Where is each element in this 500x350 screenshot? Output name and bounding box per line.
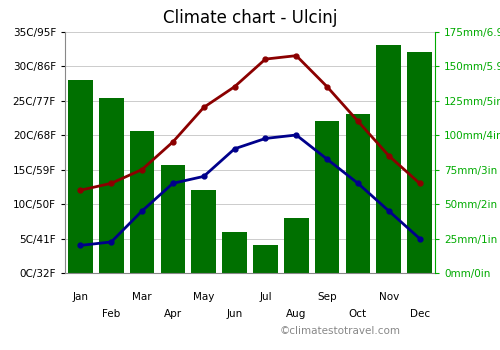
Max [386,154,392,158]
Max [416,181,422,186]
Max [170,140,176,144]
Text: ©climatestotravel.com: ©climatestotravel.com [280,326,401,336]
Min [78,243,84,247]
Min [416,236,422,240]
Max [262,57,268,61]
Min [232,147,237,151]
Text: Feb: Feb [102,309,120,319]
Text: Aug: Aug [286,309,306,319]
Bar [130,131,154,273]
Max [324,85,330,89]
Min [139,209,145,213]
Max [355,119,361,123]
Min [386,209,392,213]
Min [108,240,114,244]
Text: Jul: Jul [259,293,272,302]
Bar [99,98,124,273]
Text: Nov: Nov [378,293,399,302]
Text: Apr: Apr [164,309,182,319]
Min [355,181,361,186]
Max [293,54,299,58]
Text: Dec: Dec [410,309,430,319]
Min [170,181,176,186]
Max [108,181,114,186]
Bar [68,80,93,273]
Bar [284,218,308,273]
Bar [407,52,432,273]
Bar [346,114,370,273]
Text: Oct: Oct [349,309,367,319]
Bar [222,232,247,273]
Min [324,157,330,161]
Text: May: May [193,293,214,302]
Bar [376,45,401,273]
Max [232,85,237,89]
Max [201,105,207,110]
Bar [160,165,186,273]
Max [139,167,145,172]
Title: Climate chart - Ulcinj: Climate chart - Ulcinj [163,9,337,27]
Line: Max: Max [78,53,422,192]
Bar [192,190,216,273]
Text: Mar: Mar [132,293,152,302]
Bar [315,121,340,273]
Min [293,133,299,137]
Max [78,188,84,192]
Min [201,174,207,179]
Legend: Prec, Min, Max: Prec, Min, Max [67,346,248,350]
Text: Sep: Sep [318,293,337,302]
Text: Jun: Jun [226,309,242,319]
Min [262,136,268,141]
Line: Min: Min [78,133,422,248]
Bar [253,245,278,273]
Text: Jan: Jan [72,293,88,302]
